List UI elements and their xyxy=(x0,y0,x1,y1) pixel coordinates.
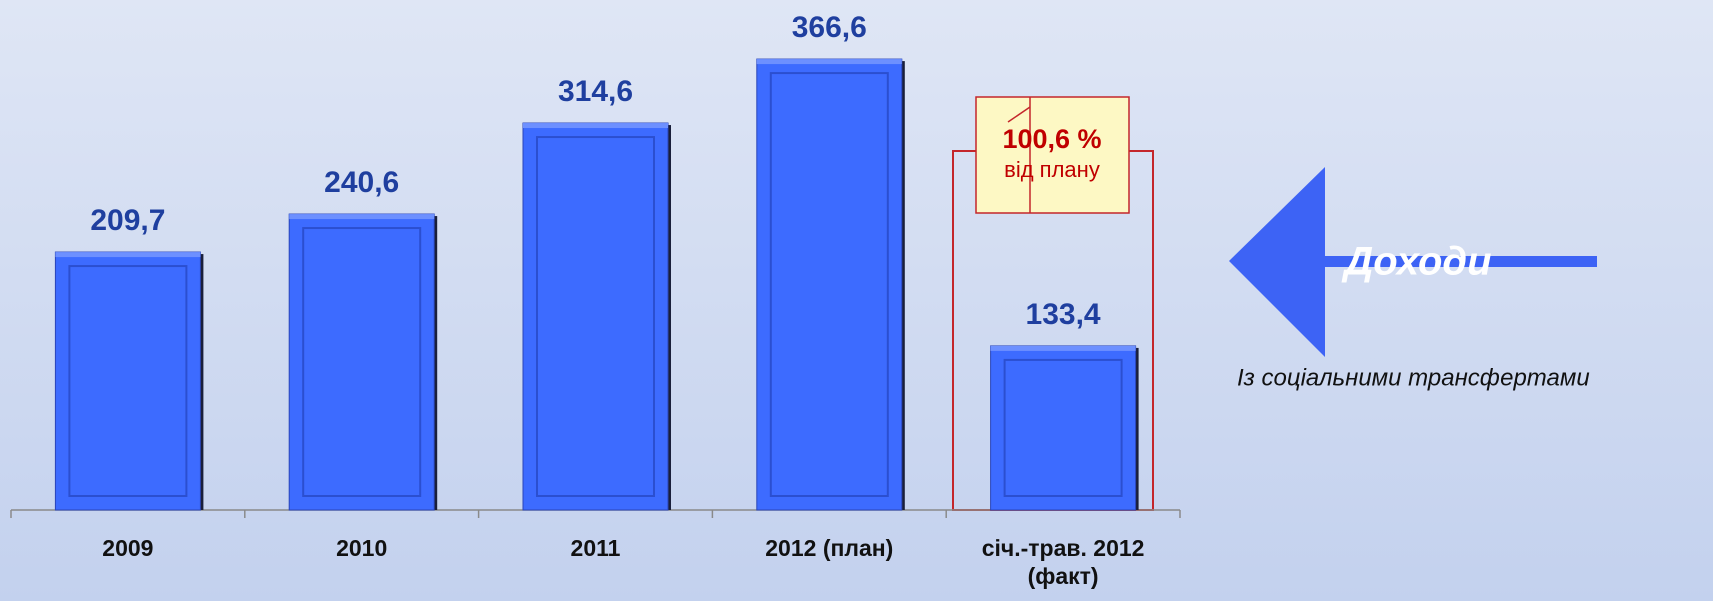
bar-highlight xyxy=(55,252,201,258)
value-label: 209,7 xyxy=(90,204,165,237)
bar-highlight xyxy=(990,345,1136,351)
arrow-label: Доходи xyxy=(1341,240,1491,284)
x-tick-label: 2011 xyxy=(570,535,621,561)
bar-bevel xyxy=(769,72,889,497)
value-label: 240,6 xyxy=(324,166,399,199)
x-tick-label: 2009 xyxy=(102,535,154,561)
bar-bevel xyxy=(68,265,188,497)
bar xyxy=(756,58,903,511)
callout-text: від плану xyxy=(1004,157,1100,182)
x-tick-label: січ.-трав. 2012 (факт) xyxy=(981,535,1145,589)
subtitle-note: Із соціальними трансфертами xyxy=(1237,364,1590,391)
value-label: 133,4 xyxy=(1026,298,1101,331)
bar xyxy=(288,213,435,511)
value-label: 314,6 xyxy=(558,75,633,108)
x-tick-label: 2010 xyxy=(336,535,388,561)
bar xyxy=(990,345,1137,511)
bar-highlight xyxy=(289,214,435,220)
callout-box xyxy=(975,96,1130,214)
bar-highlight xyxy=(756,59,902,65)
bar-highlight xyxy=(523,123,668,129)
arrow-shaft xyxy=(1320,256,1597,267)
bar xyxy=(54,251,201,511)
bar-bevel xyxy=(1003,358,1123,497)
arrow-head xyxy=(1229,167,1325,357)
bar-bevel xyxy=(536,136,655,498)
bar-bevel xyxy=(302,227,422,497)
bar xyxy=(522,122,669,511)
value-label: 366,6 xyxy=(792,11,867,44)
callout-tick xyxy=(1007,106,1031,123)
x-tick-label: 2012 (план) xyxy=(765,535,894,561)
callout-percent: 100,6 % xyxy=(1002,124,1101,154)
